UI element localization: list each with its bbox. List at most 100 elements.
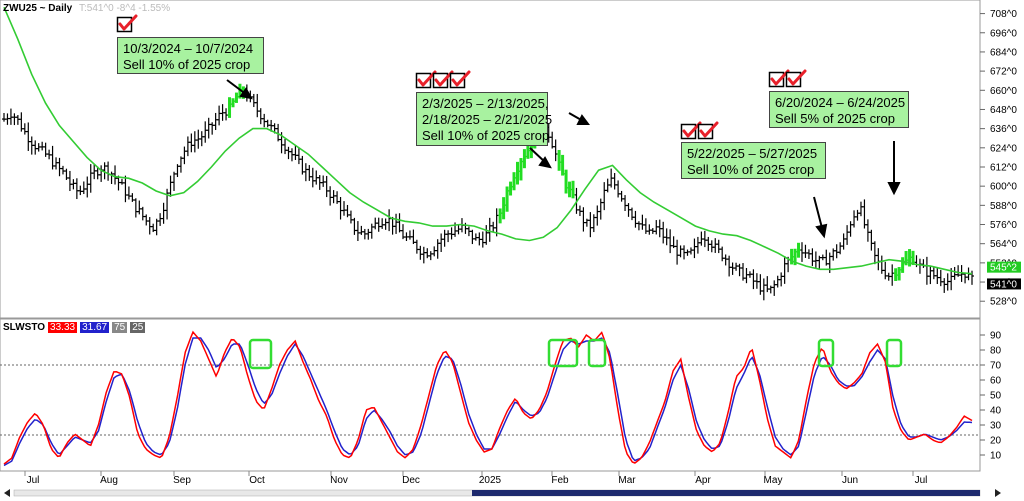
annotation-4-line-1: 6/20/2024 – 6/24/2025 xyxy=(775,95,906,110)
price-tick-label: 636^0 xyxy=(990,124,1017,135)
checkmark-icon xyxy=(449,70,471,89)
osc-tick-label: 10 xyxy=(990,451,1002,462)
osc-highlight-box xyxy=(817,338,835,368)
price-tick-label: 600^0 xyxy=(990,182,1017,193)
checkmark-icon xyxy=(116,14,138,33)
price-bar xyxy=(508,181,513,196)
arrows xyxy=(226,79,901,239)
upper-level-badge: 75 xyxy=(112,322,128,333)
osc-tick-label: 20 xyxy=(990,436,1002,447)
price-bar xyxy=(897,267,902,281)
annotation-2-checks xyxy=(415,70,471,89)
price-tick-label: 564^0 xyxy=(990,239,1017,250)
price-tick-label: 528^0 xyxy=(990,297,1017,308)
time-tick-label: Feb xyxy=(551,475,569,486)
price-tick-label: 576^0 xyxy=(990,220,1017,231)
time-tick-label: 2025 xyxy=(479,475,502,486)
annotation-2-line-3: Sell 10% of 2025 crop xyxy=(422,128,550,143)
price-bar xyxy=(564,169,569,194)
annotation-3-line-2: Sell 10% of 2025 crop xyxy=(687,162,815,177)
last-price-label: 541^0 xyxy=(990,279,1017,290)
price-bar xyxy=(911,250,916,266)
time-tick-label: Jun xyxy=(842,475,858,486)
price-bar xyxy=(501,197,506,220)
price-bar xyxy=(522,149,527,169)
annotation-3-checks xyxy=(680,121,719,140)
oscillator-axis: 90 80 70 60 50 40 30 20 10 xyxy=(980,331,1002,462)
price-bar xyxy=(227,97,232,118)
annotation-1-checks xyxy=(116,14,138,33)
time-tick-label: Apr xyxy=(695,475,711,486)
ma-value-tag xyxy=(987,261,1021,273)
price-bar xyxy=(900,257,905,273)
time-tick-label: Dec xyxy=(402,475,420,486)
time-tick-label: Jul xyxy=(27,475,40,486)
annotation-1: 10/3/2024 – 10/7/2024 Sell 10% of 2025 c… xyxy=(117,37,264,74)
time-tick-label: Mar xyxy=(618,475,636,486)
stoch-k-line xyxy=(3,330,973,465)
checkmark-icon xyxy=(432,70,454,89)
checkmark-icon xyxy=(785,69,807,88)
indicator-name: SLWSTO xyxy=(3,322,46,333)
price-bar xyxy=(518,158,523,181)
d-value-badge: 31.67 xyxy=(80,322,110,333)
scrollbar-thumb[interactable] xyxy=(472,490,980,496)
annotation-3-line-1: 5/22/2025 – 5/27/2025 xyxy=(687,146,818,161)
osc-tick-label: 70 xyxy=(990,361,1002,372)
price-bar xyxy=(567,181,572,198)
annotation-3: 5/22/2025 – 5/27/2025 Sell 10% of 2025 c… xyxy=(681,142,826,179)
price-tick-label: 648^0 xyxy=(990,105,1017,116)
price-bar xyxy=(571,180,576,199)
price-tick-label: 708^0 xyxy=(990,9,1017,20)
annotation-2-line-1: 2/3/2025 – 2/13/2025, xyxy=(422,96,549,111)
k-value-badge: 33.33 xyxy=(48,322,78,333)
annotation-2-line-2: 2/18/2025 – 2/21/2025 xyxy=(422,112,553,127)
price-bar xyxy=(557,149,562,171)
time-tick-label: Oct xyxy=(249,475,265,486)
price-bar xyxy=(515,161,520,185)
time-tick-label: Nov xyxy=(330,475,348,486)
checkmark-icon xyxy=(680,121,702,140)
price-axis: 708^0 696^0 684^0 672^0 660^0 648^0 636^0 624^0… xyxy=(980,9,1021,308)
scroll-right-icon[interactable] xyxy=(995,489,1001,497)
price-bar xyxy=(498,208,503,224)
price-tick-label: 588^0 xyxy=(990,201,1017,212)
checkmark-icon xyxy=(697,121,719,140)
annotation-2: 2/3/2025 – 2/13/2025, 2/18/2025 – 2/21/2… xyxy=(416,92,553,146)
annotation-4-checks xyxy=(768,69,807,88)
annotation-1-line-1: 10/3/2024 – 10/7/2024 xyxy=(123,41,254,56)
price-bar xyxy=(230,98,235,108)
price-bar xyxy=(796,242,801,258)
annotation-1-line-2: Sell 10% of 2025 crop xyxy=(123,57,251,72)
osc-highlight-box xyxy=(885,338,903,368)
osc-tick-label: 40 xyxy=(990,406,1002,417)
oscillator-highlight-boxes xyxy=(248,338,903,370)
price-bar xyxy=(505,186,510,212)
price-tick-label: 624^0 xyxy=(990,143,1017,154)
price-tick-label: 612^0 xyxy=(990,162,1017,173)
checkmark-icon xyxy=(768,69,790,88)
price-bars xyxy=(2,84,974,301)
osc-tick-label: 30 xyxy=(990,421,1002,432)
time-tick-label: Jul xyxy=(915,475,928,486)
time-tick-label: Sep xyxy=(173,475,191,486)
price-tick-label: 672^0 xyxy=(990,67,1017,78)
time-axis: Jul Aug Sep Oct Nov Dec 2025 Feb Mar Apr May Jun Jul xyxy=(24,471,928,486)
checkmark-icon xyxy=(415,70,437,89)
osc-tick-label: 60 xyxy=(990,376,1002,387)
last-price-tag xyxy=(987,278,1021,290)
price-tick-label: 684^0 xyxy=(990,47,1017,58)
osc-highlight-box xyxy=(248,338,273,370)
indicator-legend: SLWSTO 33.33 31.67 75 25 xyxy=(3,322,146,333)
highlight-bars xyxy=(227,83,916,282)
lower-level-badge: 25 xyxy=(130,322,146,333)
osc-tick-label: 80 xyxy=(990,346,1002,357)
scroll-left-icon[interactable] xyxy=(4,489,10,497)
osc-tick-label: 90 xyxy=(990,331,1002,342)
annotation-4: 6/20/2024 – 6/24/2025 Sell 5% of 2025 cr… xyxy=(769,91,909,128)
chart-header: ZWU25 ~ Daily T:541^0 -8^4 -1.55% xyxy=(3,3,170,14)
annotation-4-line-2: Sell 5% of 2025 crop xyxy=(775,111,895,126)
osc-highlight-box xyxy=(587,338,607,368)
quote-label: T:541^0 -8^4 -1.55% xyxy=(78,3,171,14)
